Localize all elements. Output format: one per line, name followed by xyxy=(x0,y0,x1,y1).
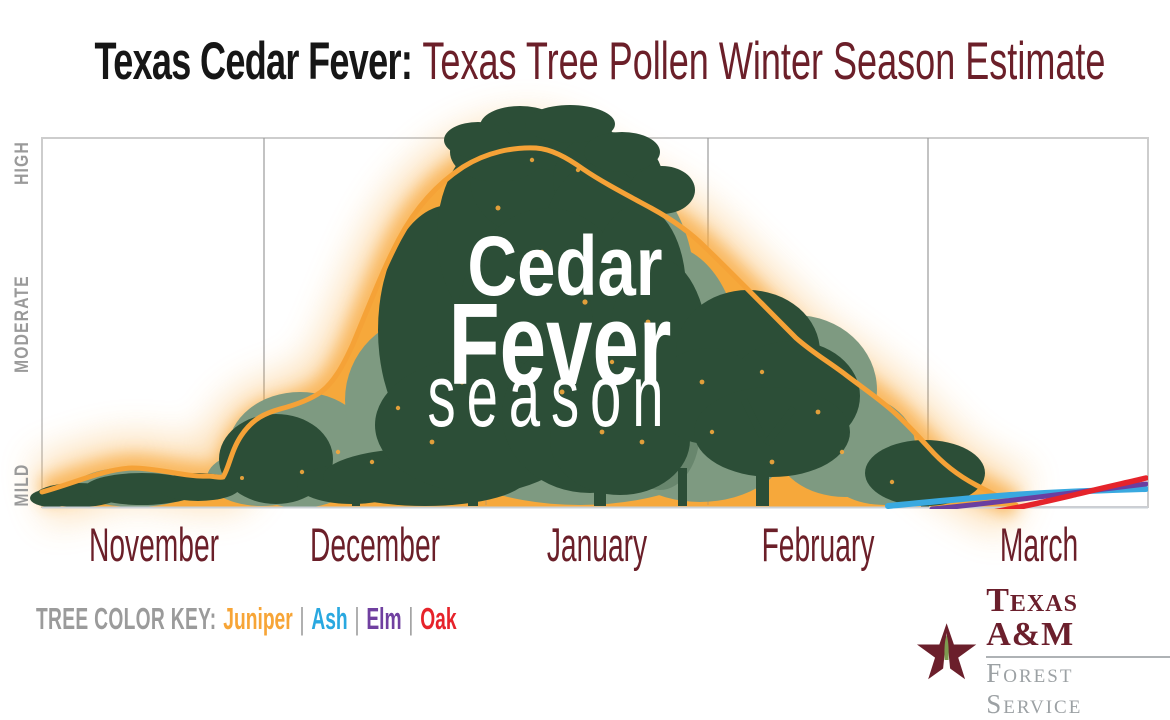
tree-color-key: TREE COLOR KEY: Juniper | Ash | Elm | Oa… xyxy=(36,603,457,634)
y-axis-label-moderate: MODERATE xyxy=(12,275,33,373)
y-axis-label-mild: MILD xyxy=(12,463,33,507)
month-label-december: December xyxy=(309,518,441,571)
month-label-november: November xyxy=(88,518,220,571)
month-label-march: March xyxy=(999,518,1079,571)
legend-separator: | xyxy=(408,601,414,636)
logo-org-name: Texas A&M xyxy=(986,584,1170,658)
texas-am-forest-service-logo: Texas A&M Forest Service xyxy=(916,584,1170,720)
foliage-speckles xyxy=(240,157,895,485)
month-label-january: January xyxy=(546,518,648,571)
month-label-february: February xyxy=(761,518,875,571)
legend-item-elm: Elm xyxy=(366,601,402,636)
infographic-canvas: Texas Cedar Fever: Texas Tree Pollen Win… xyxy=(0,32,1170,719)
legend-item-ash: Ash xyxy=(311,601,348,636)
legend-label: TREE COLOR KEY: xyxy=(36,601,217,636)
title-prefix: Texas Cedar Fever: xyxy=(94,32,413,91)
elm-line xyxy=(929,481,1148,509)
wordmark-line-fever: Fever xyxy=(448,279,672,409)
y-axis-label-high: HIGH xyxy=(12,141,33,185)
title-rest: Texas Tree Pollen Winter Season Estimate xyxy=(422,32,1106,91)
legend-separator: | xyxy=(354,601,360,636)
dark-trees xyxy=(30,105,985,507)
pollen-season-chart xyxy=(0,105,1149,663)
legend-item-oak: Oak xyxy=(420,601,457,636)
legend-separator: | xyxy=(299,601,305,636)
wordmark-line-season: season xyxy=(427,346,675,445)
late-season-lines xyxy=(885,475,1148,509)
page-title: Texas Cedar Fever: Texas Tree Pollen Win… xyxy=(95,32,1106,91)
logo-unit-name: Forest Service xyxy=(986,658,1083,720)
star-tree-icon xyxy=(916,623,977,680)
legend-item-juniper: Juniper xyxy=(223,601,293,636)
wordmark-line-cedar: Cedar xyxy=(467,219,663,313)
oak-line xyxy=(994,475,1148,509)
